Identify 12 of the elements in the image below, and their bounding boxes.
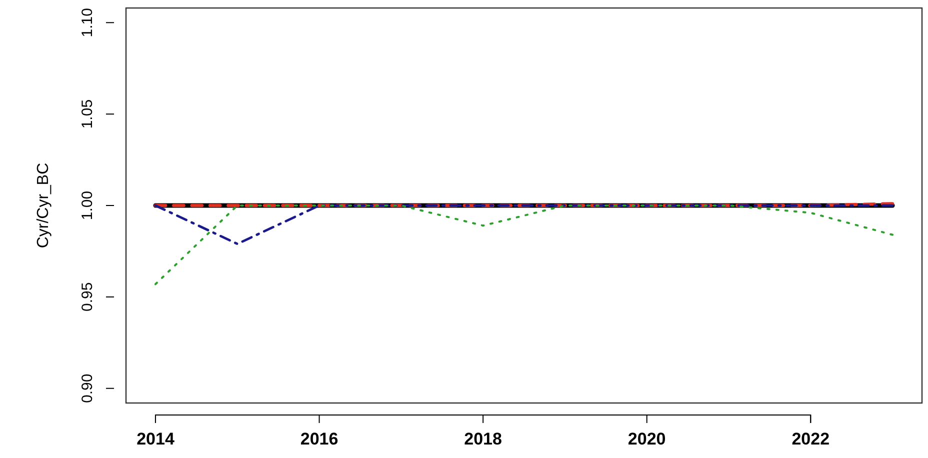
y-tick-label: 1.05	[79, 99, 96, 129]
y-tick-label: 1.00	[79, 190, 96, 220]
x-tick-label: 2022	[792, 430, 830, 449]
x-tick-label: 2014	[136, 430, 175, 449]
x-tick-label: 2018	[464, 430, 502, 449]
x-tick-label: 2020	[628, 430, 666, 449]
y-tick-label: 0.90	[79, 374, 96, 403]
line-series	[154, 204, 894, 286]
y-axis-title: Cyr/Cyr_BC	[35, 162, 52, 248]
y-tick-label: 0.95	[79, 282, 96, 312]
y-tick-label: 1.10	[79, 8, 96, 38]
x-tick-label: 2016	[300, 430, 338, 449]
